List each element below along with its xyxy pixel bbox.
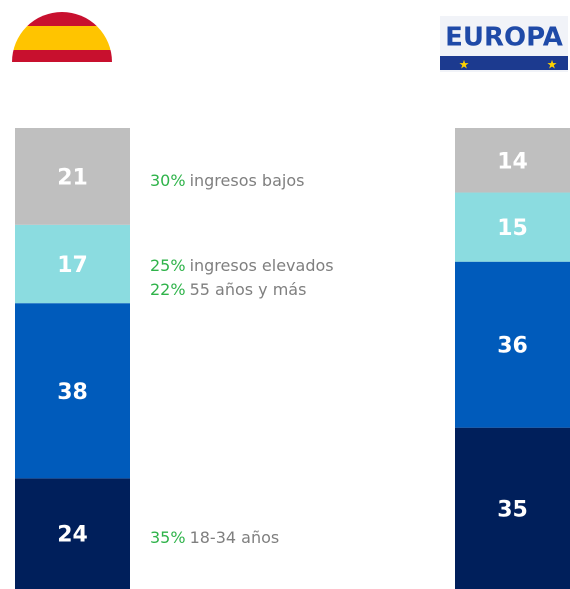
annotation: 22% 55 años y más [150, 280, 306, 299]
bar-segment [455, 261, 570, 428]
annotation-highlight: 25% [150, 256, 186, 275]
annotation: 25% ingresos elevados [150, 256, 334, 275]
annotation: 35% 18-34 años [150, 528, 279, 547]
annotation-text: 55 años y más [190, 280, 307, 299]
annotation-text: ingresos elevados [190, 256, 334, 275]
category-label: EUROPA [445, 23, 563, 53]
bar-segment [15, 224, 130, 304]
data-label: 36 [497, 334, 528, 359]
annotation-highlight: 30% [150, 171, 186, 190]
bar-segment [15, 303, 130, 479]
annotation: 30% ingresos bajos [150, 171, 304, 190]
annotation-highlight: 22% [150, 280, 186, 299]
annotation-text: 18-34 años [190, 528, 280, 547]
annotation-highlight: 35% [150, 528, 186, 547]
bar-segment [15, 128, 130, 225]
data-label: 35 [497, 497, 528, 522]
bar-segment [455, 192, 570, 262]
data-label: 15 [497, 216, 528, 241]
bar-segment [455, 128, 570, 193]
data-label: 17 [57, 253, 88, 278]
bar-segment [15, 478, 130, 589]
europa-logo: ★ ★ EUROPA [440, 16, 568, 72]
bar-segment [455, 427, 570, 589]
svg-text:★: ★ [547, 58, 558, 72]
data-label: 38 [57, 380, 88, 405]
data-label: 21 [57, 165, 88, 190]
svg-text:★: ★ [459, 58, 470, 72]
spain-flag [12, 12, 112, 62]
data-label: 24 [57, 523, 88, 548]
annotation-text: ingresos bajos [190, 171, 305, 190]
data-label: 14 [497, 149, 528, 174]
